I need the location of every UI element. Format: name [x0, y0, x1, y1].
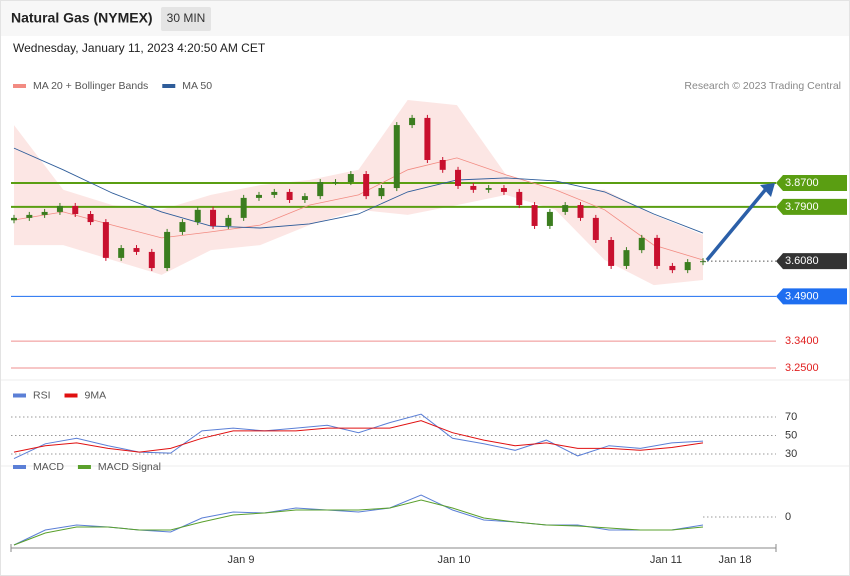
- candle: [317, 182, 324, 197]
- credit: Research © 2023 Trading Central: [684, 80, 841, 92]
- candle: [11, 217, 17, 221]
- ma-line: [13, 157, 704, 261]
- level-tag: [776, 198, 847, 215]
- candle: [424, 117, 431, 160]
- candle: [347, 174, 354, 183]
- candle: [608, 239, 615, 266]
- ma-line: [13, 147, 704, 234]
- x-tick-label: Jan 18: [718, 554, 751, 566]
- candle: [255, 194, 262, 198]
- level-tag: [776, 288, 847, 305]
- legend-label: MACD: [33, 461, 64, 473]
- legend-label: MA 20 + Bollinger Bands: [33, 80, 148, 92]
- candle: [72, 205, 79, 215]
- candle: [546, 211, 553, 226]
- candle: [102, 222, 109, 258]
- candle: [654, 237, 661, 266]
- indicator-line: [13, 499, 704, 546]
- level-tag: [776, 174, 847, 191]
- candle: [271, 191, 278, 195]
- candle: [210, 209, 217, 226]
- candle: [516, 191, 523, 206]
- timestamp: Wednesday, January 11, 2023 4:20:50 AM C…: [13, 41, 266, 55]
- legend-label: RSI: [33, 389, 51, 401]
- candle: [531, 205, 538, 226]
- timeframe-box[interactable]: [161, 7, 211, 31]
- candle: [179, 222, 186, 232]
- x-tick-label: Jan 9: [228, 554, 255, 566]
- candle: [286, 191, 293, 200]
- legend-swatch: [13, 393, 26, 398]
- candle: [439, 159, 446, 170]
- header-bar: [1, 1, 849, 36]
- candle: [562, 205, 569, 212]
- candle: [577, 205, 584, 218]
- y-tick-label: 50: [785, 429, 797, 441]
- forecast-arrow: [705, 187, 768, 262]
- x-tick-label: Jan 11: [650, 554, 682, 566]
- indicator-line: [13, 413, 704, 460]
- candle: [240, 197, 247, 218]
- candle: [485, 188, 492, 190]
- candle: [41, 211, 48, 215]
- last-price-tag: [776, 253, 847, 270]
- legend-swatch: [13, 465, 26, 469]
- candle: [669, 265, 676, 271]
- candle: [455, 169, 462, 186]
- legend-swatch: [64, 393, 78, 398]
- candle: [194, 209, 201, 223]
- legend-swatch: [77, 465, 91, 469]
- candle: [56, 205, 63, 212]
- candle: [225, 217, 232, 226]
- candle: [638, 237, 645, 251]
- forecast-arrowhead: [760, 182, 775, 197]
- level-label: 3.3400: [785, 335, 819, 347]
- candle: [133, 248, 140, 252]
- x-tick-label: Jan 10: [437, 554, 470, 566]
- y-tick-label: 30: [785, 448, 797, 460]
- candle: [623, 250, 630, 266]
- candle: [332, 182, 339, 184]
- candle: [148, 251, 155, 269]
- candle: [301, 196, 308, 200]
- level-label: 3.4900: [785, 290, 819, 302]
- legend-swatch: [13, 84, 26, 88]
- y-tick-label: 0: [785, 511, 791, 523]
- level-label: 3.2500: [785, 362, 819, 374]
- bollinger-band: [14, 100, 703, 286]
- candle: [363, 174, 370, 197]
- candle: [26, 214, 33, 218]
- level-label: 3.7900: [785, 201, 819, 213]
- candle: [87, 214, 94, 223]
- legend-label: MA 50: [182, 80, 212, 92]
- y-tick-label: 70: [785, 411, 797, 423]
- candle: [684, 262, 691, 271]
- last-price-label: 3.6080: [785, 255, 819, 267]
- indicator-line: [13, 420, 704, 453]
- candle: [164, 231, 171, 269]
- timeframe[interactable]: 30 MIN: [167, 11, 206, 25]
- candle: [118, 248, 125, 258]
- legend-label: MACD Signal: [98, 461, 161, 473]
- legend-label: 9MA: [85, 389, 107, 401]
- candle: [409, 117, 416, 126]
- candle: [393, 125, 400, 189]
- candle: [378, 188, 385, 197]
- instrument-title: Natural Gas (NYMEX): [11, 10, 153, 26]
- candle: [470, 185, 477, 190]
- candle: [592, 217, 599, 240]
- level-label: 3.8700: [785, 177, 819, 189]
- legend-swatch: [162, 84, 176, 88]
- candle: [500, 188, 507, 192]
